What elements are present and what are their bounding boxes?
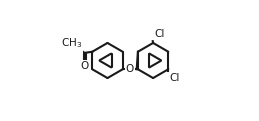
Text: Cl: Cl (154, 29, 165, 39)
Text: Cl: Cl (170, 73, 180, 83)
Text: O: O (80, 61, 89, 71)
Text: O: O (74, 43, 83, 53)
Text: O: O (126, 64, 134, 74)
Text: CH$_3$: CH$_3$ (61, 37, 82, 50)
